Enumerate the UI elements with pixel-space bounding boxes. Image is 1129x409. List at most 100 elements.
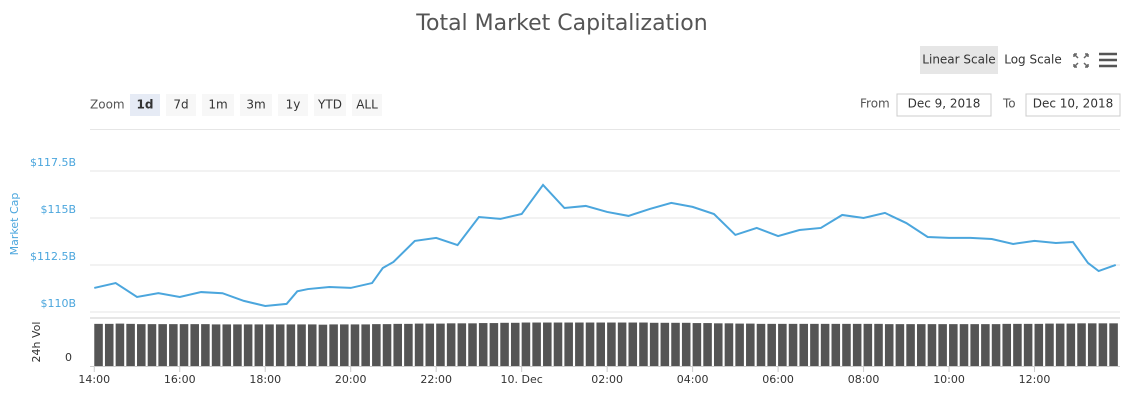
x-tick-label: 10. Dec xyxy=(501,373,543,386)
volume-bar xyxy=(831,323,841,366)
volume-bar xyxy=(286,324,296,366)
volume-bar xyxy=(489,323,499,366)
button-label: YTD xyxy=(317,98,342,112)
volume-bar xyxy=(852,323,862,366)
volume-bar xyxy=(478,323,488,366)
y-tick-label: 0 xyxy=(65,351,72,364)
vol-axis-title: 24h Vol xyxy=(30,322,43,363)
volume-bar xyxy=(254,324,264,366)
volume-bar xyxy=(510,322,520,366)
volume-bar xyxy=(222,324,232,366)
zoom-label: Zoom xyxy=(90,98,125,112)
to-value: Dec 10, 2018 xyxy=(1033,97,1113,111)
volume-bar xyxy=(906,324,915,366)
volume-bar xyxy=(681,322,691,366)
volume-bar xyxy=(639,322,648,366)
volume-bar xyxy=(735,323,744,366)
linear-scale-button[interactable]: Linear Scale xyxy=(920,46,998,74)
volume-bar xyxy=(778,323,787,366)
volume-bar xyxy=(361,324,370,366)
volume-bar xyxy=(297,324,306,366)
x-tick-label: 16:00 xyxy=(164,373,196,386)
volume-bar xyxy=(756,323,766,366)
x-tick-label: 14:00 xyxy=(78,373,110,386)
button-label: 3m xyxy=(246,98,265,112)
x-tick-label: 08:00 xyxy=(848,373,880,386)
button-bg xyxy=(166,94,196,116)
volume-bar xyxy=(970,324,979,366)
volume-bar xyxy=(927,324,937,366)
zoom-button[interactable]: 1m xyxy=(202,94,234,116)
x-tick-label: 18:00 xyxy=(249,373,281,386)
button-bg xyxy=(278,94,308,116)
volume-bar xyxy=(393,323,402,366)
zoom-button[interactable]: YTD xyxy=(314,94,346,116)
volume-bar xyxy=(201,324,210,366)
volume-bar xyxy=(724,323,734,366)
volume-bar xyxy=(660,322,670,366)
zoom-button[interactable]: 1y xyxy=(278,94,308,116)
volume-bar xyxy=(1066,323,1076,366)
volume-bar xyxy=(863,323,873,366)
volume-bar xyxy=(158,324,167,366)
volume-bar xyxy=(446,323,456,366)
volume-bar xyxy=(991,324,1001,366)
volume-bar xyxy=(126,323,135,366)
volume-bar xyxy=(265,324,274,366)
volume-bar xyxy=(233,324,242,366)
volume-bar xyxy=(959,324,969,366)
volume-bar xyxy=(275,324,285,366)
from-input[interactable] xyxy=(896,93,992,117)
volume-bar xyxy=(115,323,125,366)
zoom-button[interactable]: 1d xyxy=(130,94,160,116)
volume-bar xyxy=(190,324,199,366)
volume-bar xyxy=(575,322,584,366)
volume-bar xyxy=(607,322,616,366)
volume-bar xyxy=(746,323,755,366)
volume-bar xyxy=(949,324,958,366)
volume-bar xyxy=(211,324,221,366)
fullscreen-icon[interactable] xyxy=(1073,53,1089,68)
log-scale-button[interactable]: Log Scale xyxy=(1004,53,1062,67)
menu-icon[interactable] xyxy=(1099,52,1117,68)
x-tick-label: 22:00 xyxy=(420,373,452,386)
zoom-button[interactable]: 3m xyxy=(240,94,272,116)
volume-bar xyxy=(884,324,894,366)
button-label: 7d xyxy=(173,98,188,112)
volume-bar xyxy=(521,322,531,366)
to-input[interactable] xyxy=(1025,93,1121,117)
volume-bar xyxy=(981,324,990,366)
x-tick-label: 04:00 xyxy=(677,373,709,386)
volume-bar xyxy=(436,323,445,366)
volume-bar xyxy=(874,323,883,366)
volume-bar xyxy=(1098,323,1108,366)
volume-bar xyxy=(532,322,541,366)
volume-bar xyxy=(329,324,338,366)
button-bg xyxy=(240,94,272,116)
volume-bar xyxy=(147,324,157,366)
volume-bar xyxy=(543,322,552,366)
volume-bar xyxy=(104,323,114,366)
volume-bar xyxy=(243,324,253,366)
volume-bar xyxy=(372,324,381,366)
volume-bar xyxy=(1023,323,1033,366)
volume-bar xyxy=(382,324,392,366)
volume-bar xyxy=(617,322,627,366)
volume-bar xyxy=(692,323,702,366)
volume-bar xyxy=(564,322,573,366)
volume-bar xyxy=(585,322,595,366)
volume-bar xyxy=(404,323,413,366)
volume-bar xyxy=(169,324,178,366)
volume-bar xyxy=(916,324,926,366)
volume-bar xyxy=(179,324,189,366)
y-tick-label: $117.5B xyxy=(30,156,76,169)
volume-bar xyxy=(1013,323,1022,366)
volume-bar xyxy=(788,323,798,366)
volume-bar xyxy=(457,323,467,366)
volume-bar xyxy=(810,323,819,366)
zoom-button[interactable]: 7d xyxy=(166,94,196,116)
button-label: 1m xyxy=(208,98,227,112)
volume-bar xyxy=(340,324,349,366)
zoom-button[interactable]: ALL xyxy=(352,94,382,116)
